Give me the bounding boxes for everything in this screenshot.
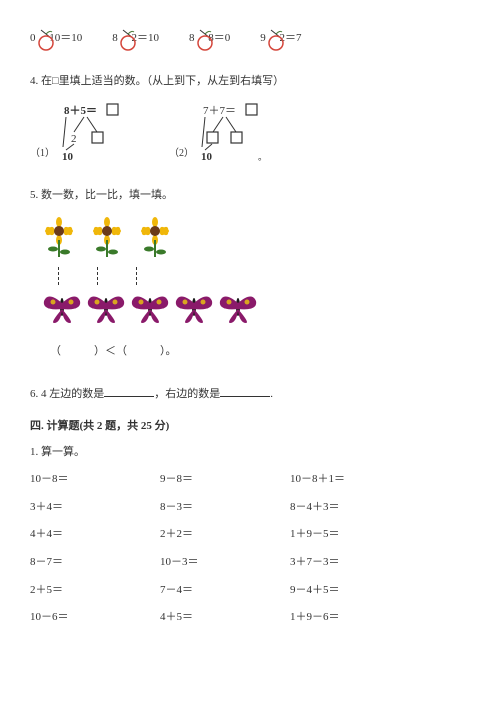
sunflower-icon	[88, 217, 126, 259]
svg-text:10: 10	[201, 151, 213, 162]
dotted-line	[136, 267, 137, 285]
q5-compare-text: （ ）＜（ ）。	[50, 343, 470, 361]
svg-text:。: 。	[258, 152, 267, 162]
dotted-line	[58, 267, 59, 285]
calc-cell: 1＋9－6＝	[290, 609, 420, 627]
split-diagram-2: 7＋7＝ 10 。	[198, 102, 278, 162]
butterflies-row	[40, 289, 470, 325]
blank-input[interactable]	[104, 385, 154, 397]
calc-cell: 10－6＝	[30, 609, 160, 627]
split-diagram-1: 8＋5＝ 2 10	[59, 102, 129, 162]
q5-title: 5. 数一数，比一比，填一填。	[30, 187, 470, 205]
apple-eq-4: 9 2＝7	[260, 30, 301, 48]
calc-cell: 1＋9－5＝	[290, 526, 420, 544]
q6-text-b: ，右边的数是	[154, 388, 220, 400]
q6-line: 6. 4 左边的数是 ，右边的数是.	[30, 385, 470, 404]
q4-diagram-1: （1） 8＋5＝ 2 10	[30, 102, 129, 162]
apple-eq-1: 0 10＝10	[30, 30, 82, 48]
butterfly-icon	[40, 289, 84, 325]
dotted-line	[97, 267, 98, 285]
calc-grid: 10－8＝ 9－8＝ 10－8＋1＝ 3＋4＝ 8－3＝ 8－4＋3＝ 4＋4＝…	[30, 471, 470, 627]
calc-cell: 10－8＋1＝	[290, 471, 420, 489]
apple-equation-row: 0 10＝10 8 2＝10 8 8＝0 9 2＝7	[30, 30, 470, 48]
calc-cell: 8－3＝	[160, 499, 290, 517]
calc-cell: 2＋5＝	[30, 582, 160, 600]
calc-cell: 7－4＝	[160, 582, 290, 600]
calc-cell: 9－8＝	[160, 471, 290, 489]
svg-text:2: 2	[71, 133, 77, 145]
q4-title: 4. 在□里填上适当的数。（从上到下，从左到右填写）	[30, 73, 470, 91]
calc-cell: 4＋4＝	[30, 526, 160, 544]
flowers-row	[40, 217, 470, 259]
q6-text-c: .	[270, 388, 273, 400]
calc-cell: 8－4＋3＝	[290, 499, 420, 517]
svg-text:10: 10	[62, 151, 74, 162]
calc-cell: 10－8＝	[30, 471, 160, 489]
q4-d1-label: （1）	[30, 146, 55, 162]
svg-text:7＋7＝: 7＋7＝	[203, 105, 236, 117]
apple-eq-2: 8 2＝10	[112, 30, 159, 48]
section4-heading: 四. 计算题(共 2 题，共 25 分)	[30, 418, 470, 436]
sunflower-icon	[136, 217, 174, 259]
butterfly-icon	[216, 289, 260, 325]
calc-cell: 10－3＝	[160, 554, 290, 572]
apple-icon	[268, 28, 290, 52]
q4-diagrams: （1） 8＋5＝ 2 10 （2） 7＋7＝ 10 。	[30, 102, 470, 162]
butterfly-icon	[172, 289, 216, 325]
sunflower-icon	[40, 217, 78, 259]
apple-eq-3: 8 8＝0	[189, 30, 230, 48]
svg-text:8＋5＝: 8＋5＝	[64, 105, 97, 117]
apple-icon	[197, 28, 219, 52]
apple-icon	[120, 28, 142, 52]
dotted-lines-row	[58, 267, 470, 285]
calc-cell: 8－7＝	[30, 554, 160, 572]
calc-cell: 3＋4＝	[30, 499, 160, 517]
butterfly-icon	[128, 289, 172, 325]
apple-icon	[38, 28, 60, 52]
calc-cell: 3＋7－3＝	[290, 554, 420, 572]
section4-sub: 1. 算一算。	[30, 444, 470, 462]
calc-cell: 4＋5＝	[160, 609, 290, 627]
calc-cell: 9－4＋5＝	[290, 582, 420, 600]
q4-d2-label: （2）	[169, 146, 194, 162]
calc-cell: 2＋2＝	[160, 526, 290, 544]
butterfly-icon	[84, 289, 128, 325]
q6-text-a: 6. 4 左边的数是	[30, 388, 104, 400]
q4-diagram-2: （2） 7＋7＝ 10 。	[169, 102, 278, 162]
blank-input[interactable]	[220, 385, 270, 397]
